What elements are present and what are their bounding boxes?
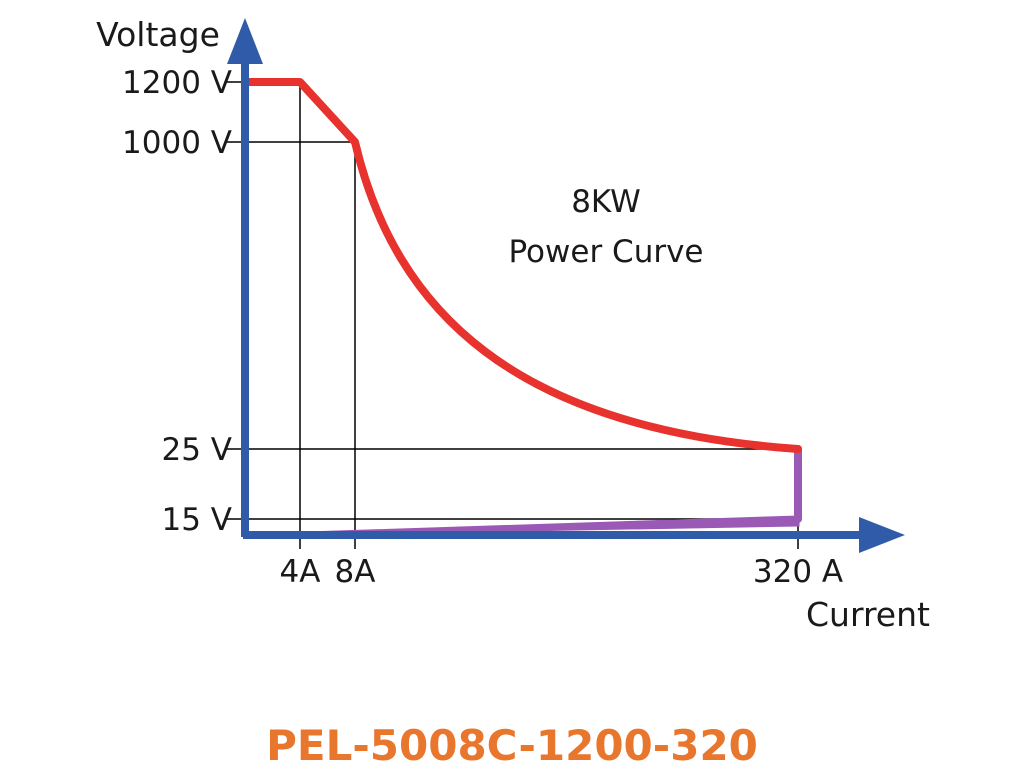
axes (227, 18, 905, 553)
y-axis-arrow (227, 18, 263, 64)
labels: Voltage Current 1200 V 1000 V 25 V 15 V 4A 8A 32… (96, 15, 930, 634)
guide-lines (227, 81, 799, 549)
y-tick-label-25: 25 V (161, 432, 232, 468)
x-tick-label-8: 8A (335, 554, 376, 590)
y-tick-label-1000: 1000 V (122, 125, 232, 161)
low-voltage-ramp (244, 515, 800, 537)
curves (241, 78, 802, 537)
annotation-line-0: 8KW (571, 184, 641, 220)
y-axis-title: Voltage (96, 15, 220, 54)
y-tick-label-1200: 1200 V (122, 65, 232, 101)
x-tick-label-320: 320 A (753, 554, 843, 590)
y-tick-label-15: 15 V (161, 502, 232, 538)
x-tick-label-4: 4A (280, 554, 321, 590)
annotation-line-1: Power Curve (508, 234, 703, 270)
x-axis-title: Current (806, 595, 930, 634)
x-axis-arrow (859, 517, 905, 553)
model-name: PEL-5008C-1200-320 (266, 721, 758, 768)
power-curve-line (241, 78, 802, 453)
